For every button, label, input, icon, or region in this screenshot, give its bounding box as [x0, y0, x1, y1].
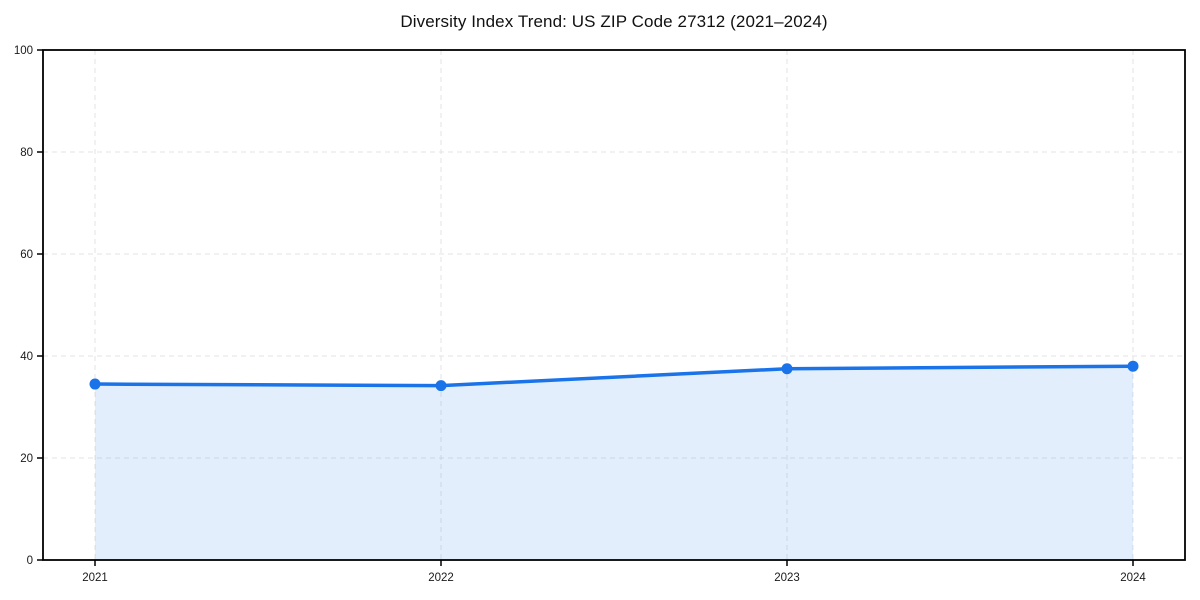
y-tick-label: 20	[20, 453, 33, 465]
data-point	[435, 380, 447, 392]
x-tick-label: 2023	[774, 572, 800, 584]
y-tick-label: 60	[20, 249, 33, 261]
trend-line	[93, 364, 1135, 388]
x-tick-label: 2022	[428, 572, 454, 584]
plot-border	[42, 49, 1186, 561]
y-tick-label: 40	[20, 351, 33, 363]
y-tick-label: 0	[27, 555, 33, 567]
data-point	[89, 378, 101, 390]
data-point	[781, 363, 793, 375]
x-tick-label: 2024	[1120, 572, 1146, 584]
y-tick-label: 100	[14, 45, 33, 57]
chart-title: Diversity Index Trend: US ZIP Code 27312…	[400, 12, 828, 31]
data-point	[1127, 360, 1139, 372]
x-tick-label: 2021	[82, 572, 108, 584]
area-fill	[95, 366, 1133, 560]
y-tick-label: 80	[20, 147, 33, 159]
